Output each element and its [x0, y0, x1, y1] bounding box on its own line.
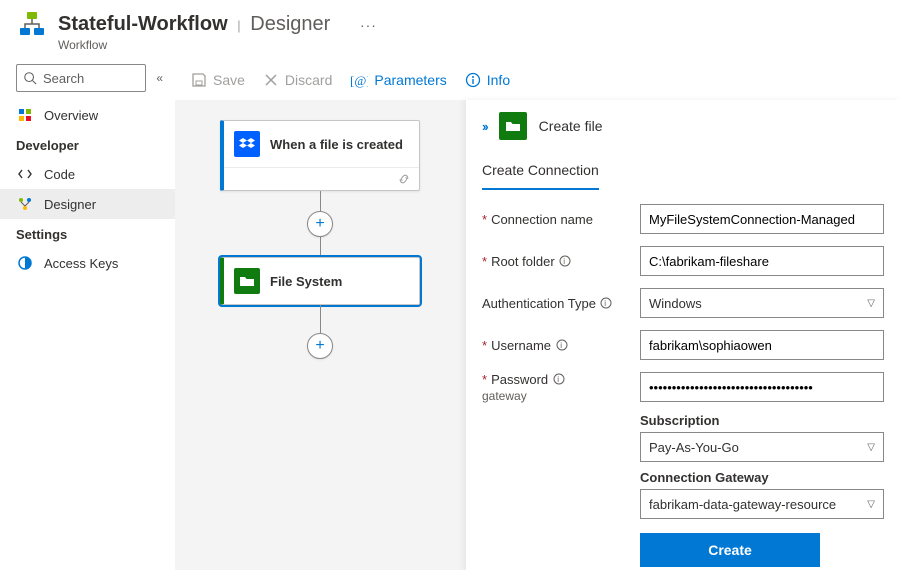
overview-icon	[16, 107, 34, 123]
chevron-down-icon: ▽	[867, 442, 875, 453]
svg-text:i: i	[557, 375, 559, 384]
sidebar-item-access-keys[interactable]: Access Keys	[0, 248, 175, 278]
tab-create-connection[interactable]: Create Connection	[482, 154, 599, 190]
svg-text:i: i	[560, 341, 562, 350]
create-button[interactable]: Create	[640, 533, 820, 567]
sidebar-item-overview[interactable]: Overview	[0, 100, 175, 130]
sidebar-item-designer[interactable]: Designer	[0, 189, 175, 219]
connection-name-input[interactable]	[640, 204, 884, 234]
subscription-label: Subscription	[640, 413, 884, 428]
parameters-button[interactable]: [@] Parameters	[350, 72, 446, 88]
connection-name-label: *Connection name	[482, 212, 632, 227]
access-keys-icon	[16, 255, 34, 271]
svg-text:[@]: [@]	[350, 73, 368, 88]
info-icon[interactable]: i	[559, 255, 572, 268]
sidebar-item-label: Overview	[44, 108, 98, 123]
action-card[interactable]: File System	[220, 257, 420, 305]
designer-canvas[interactable]: When a file is created +	[175, 100, 465, 570]
save-icon	[191, 72, 207, 88]
folder-icon	[234, 268, 260, 294]
sidebar-section-settings: Settings	[0, 219, 175, 248]
auth-type-select[interactable]: Windows ▽	[640, 288, 884, 318]
trigger-title: When a file is created	[270, 137, 403, 152]
add-step-button[interactable]: +	[307, 333, 333, 359]
search-input[interactable]: Search	[16, 64, 146, 92]
page-title: Stateful-Workflow	[58, 13, 228, 35]
parameters-icon: [@]	[350, 72, 368, 88]
chevron-down-icon: ▽	[867, 499, 875, 510]
sidebar-section-developer: Developer	[0, 130, 175, 159]
collapse-panel-button[interactable]: ››	[482, 119, 487, 134]
username-input[interactable]	[640, 330, 884, 360]
info-button[interactable]: Info	[465, 72, 510, 88]
page-section: Designer	[250, 13, 330, 35]
sidebar-item-label: Code	[44, 167, 75, 182]
password-label: *Password i gateway	[482, 372, 632, 403]
toolbar: Save Discard [@] Parameters Info	[175, 60, 900, 100]
add-step-button[interactable]: +	[307, 211, 333, 237]
search-icon	[23, 71, 37, 85]
root-folder-input[interactable]	[640, 246, 884, 276]
more-button[interactable]: ···	[360, 17, 377, 33]
collapse-sidebar-button[interactable]: «	[146, 71, 167, 85]
page-subtitle: Workflow	[58, 38, 900, 52]
dropbox-icon	[234, 131, 260, 157]
sidebar-item-label: Designer	[44, 197, 96, 212]
chevron-down-icon: ▽	[867, 298, 875, 309]
svg-text:i: i	[563, 257, 565, 266]
action-title: File System	[270, 274, 342, 289]
code-icon	[16, 166, 34, 182]
svg-text:i: i	[605, 299, 607, 308]
subscription-select[interactable]: Pay-As-You-Go ▽	[640, 432, 884, 462]
sidebar-item-code[interactable]: Code	[0, 159, 175, 189]
info-icon[interactable]: i	[555, 339, 568, 352]
designer-icon	[16, 196, 34, 212]
folder-icon	[499, 112, 527, 140]
gateway-select[interactable]: fabrikam-data-gateway-resource ▽	[640, 489, 884, 519]
info-icon	[465, 72, 481, 88]
sidebar: Search « Overview Developer Code	[0, 60, 175, 570]
gateway-label: Connection Gateway	[640, 470, 884, 485]
auth-type-label: Authentication Type i	[482, 296, 632, 311]
panel-title: Create file	[539, 118, 603, 134]
link-icon	[397, 172, 411, 186]
trigger-card[interactable]: When a file is created	[220, 120, 420, 191]
action-panel: ›› Create file Create Connection *Connec…	[465, 100, 900, 570]
workflow-icon	[18, 10, 46, 38]
root-folder-label: *Root folder i	[482, 254, 632, 269]
username-label: *Username i	[482, 338, 632, 353]
info-icon[interactable]: i	[552, 372, 565, 385]
discard-button[interactable]: Discard	[263, 72, 332, 88]
info-icon[interactable]: i	[600, 297, 613, 310]
discard-icon	[263, 72, 279, 88]
save-button[interactable]: Save	[191, 72, 245, 88]
sidebar-item-label: Access Keys	[44, 256, 118, 271]
password-input[interactable]	[640, 372, 884, 402]
